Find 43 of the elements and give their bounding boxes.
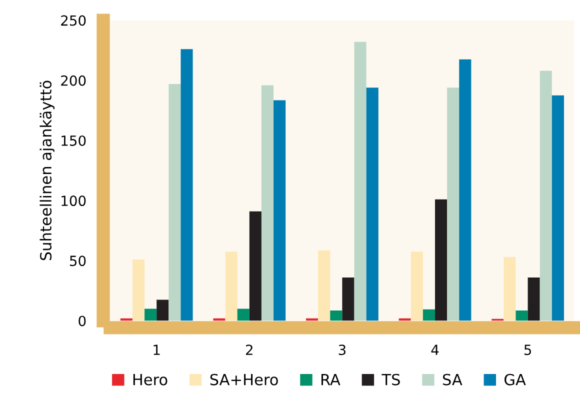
bar xyxy=(552,95,564,321)
x-tick-label: 5 xyxy=(524,344,532,356)
bar xyxy=(144,308,157,321)
y-tick-label: 0 xyxy=(78,316,86,326)
x-tick-label: 1 xyxy=(154,344,160,355)
bar xyxy=(447,88,460,321)
bar xyxy=(156,300,169,321)
bar xyxy=(504,257,516,321)
bar xyxy=(330,310,342,321)
bar xyxy=(528,277,540,321)
bar xyxy=(274,100,286,321)
bar xyxy=(261,85,274,321)
bar xyxy=(225,252,238,321)
bar xyxy=(237,308,250,321)
legend-label: TS xyxy=(382,374,400,386)
bar xyxy=(249,211,262,321)
legend-label: GA xyxy=(504,374,526,386)
bar xyxy=(435,199,448,321)
bar xyxy=(516,310,528,321)
bar xyxy=(354,42,366,321)
bar xyxy=(180,49,193,321)
bar xyxy=(540,70,552,321)
y-axis-title: Suhteellinen ajankäyttö xyxy=(40,80,55,260)
bar xyxy=(318,250,330,321)
bar xyxy=(422,309,435,321)
y-tick-label: 50 xyxy=(70,256,86,266)
bar xyxy=(132,259,145,321)
bar xyxy=(342,277,354,321)
bar xyxy=(410,252,423,321)
legend-label: RA xyxy=(321,374,340,386)
x-tick-label: 2 xyxy=(246,344,252,355)
y-tick-label: 100 xyxy=(62,196,86,206)
bar xyxy=(168,84,181,321)
y-tick-label: 150 xyxy=(62,135,86,146)
bar xyxy=(366,88,378,321)
legend-label: SA xyxy=(442,374,462,386)
y-tick-label: 200 xyxy=(61,75,86,86)
legend-label: SA+Hero xyxy=(210,374,278,386)
x-tick-label: 3 xyxy=(338,344,346,356)
bar xyxy=(459,59,472,321)
x-tick-label: 4 xyxy=(431,344,439,355)
y-tick-label: 250 xyxy=(61,15,86,26)
legend-label: Hero xyxy=(133,374,168,386)
